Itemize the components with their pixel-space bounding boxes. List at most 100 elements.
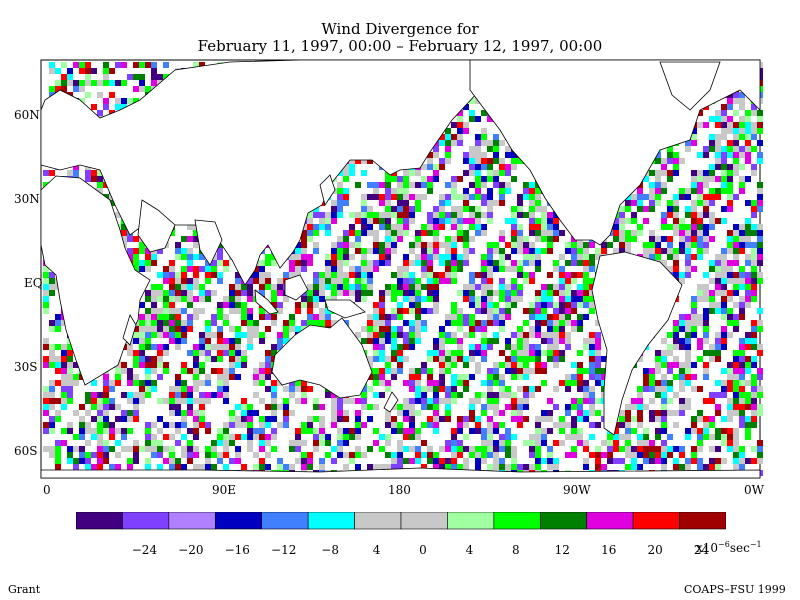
data-cell [421,404,427,410]
data-cell [367,320,373,326]
data-cell [439,212,445,218]
data-cell [589,332,595,338]
data-cell [721,260,727,266]
data-cell [343,176,349,182]
data-cell [193,308,199,314]
data-cell [337,188,343,194]
data-cell [259,464,265,470]
data-cell [499,422,505,428]
data-cell [175,248,181,254]
data-cell [121,410,127,416]
data-cell [559,284,565,290]
data-cell [445,128,451,134]
data-cell [271,392,277,398]
data-cell [529,386,535,392]
data-cell [685,188,691,194]
data-cell [169,446,175,452]
data-cell [223,380,229,386]
data-cell [451,218,457,224]
data-cell [505,242,511,248]
data-cell [73,86,79,92]
data-cell [679,272,685,278]
data-cell [367,338,373,344]
data-cell [589,308,595,314]
data-cell [589,386,595,392]
data-cell [79,404,85,410]
data-cell [409,338,415,344]
data-cell [133,98,139,104]
data-cell [397,194,403,200]
data-cell [85,80,91,86]
data-cell [469,332,475,338]
data-cell [535,458,541,464]
data-cell [757,158,763,164]
data-cell [433,452,439,458]
data-cell [547,356,553,362]
data-cell [463,356,469,362]
data-cell [451,278,457,284]
data-cell [115,62,121,68]
data-cell [337,290,343,296]
data-cell [175,332,181,338]
data-cell [211,446,217,452]
data-cell [517,386,523,392]
data-cell [565,314,571,320]
data-cell [691,314,697,320]
data-cell [91,176,97,182]
data-cell [691,302,697,308]
data-cell [193,62,199,68]
data-cell [733,398,739,404]
data-cell [199,350,205,356]
data-cell [733,278,739,284]
data-cell [517,332,523,338]
data-cell [61,368,67,374]
data-cell [625,236,631,242]
data-cell [619,224,625,230]
data-cell [679,326,685,332]
data-cell [667,176,673,182]
data-cell [733,440,739,446]
data-cell [247,344,253,350]
data-cell [541,362,547,368]
data-cell [349,170,355,176]
data-cell [133,350,139,356]
data-cell [583,254,589,260]
data-cell [511,230,517,236]
data-cell [193,380,199,386]
data-cell [367,326,373,332]
data-cell [241,314,247,320]
data-cell [445,350,451,356]
data-cell [187,290,193,296]
data-cell [463,314,469,320]
data-cell [235,374,241,380]
data-cell [145,86,151,92]
data-cell [463,362,469,368]
data-cell [163,302,169,308]
data-cell [427,296,433,302]
data-cell [535,428,541,434]
data-cell [331,422,337,428]
data-cell [511,296,517,302]
data-cell [691,206,697,212]
data-cell [133,338,139,344]
data-cell [367,332,373,338]
data-cell [733,260,739,266]
data-cell [469,416,475,422]
data-cell [589,452,595,458]
data-cell [451,464,457,470]
data-cell [499,350,505,356]
data-cell [121,224,127,230]
data-cell [703,290,709,296]
data-cell [427,458,433,464]
data-cell [337,410,343,416]
data-cell [607,242,613,248]
data-cell [301,242,307,248]
data-cell [397,422,403,428]
data-cell [547,416,553,422]
data-cell [451,386,457,392]
data-cell [355,278,361,284]
data-cell [235,434,241,440]
data-cell [145,254,151,260]
data-cell [199,464,205,470]
data-cell [721,338,727,344]
